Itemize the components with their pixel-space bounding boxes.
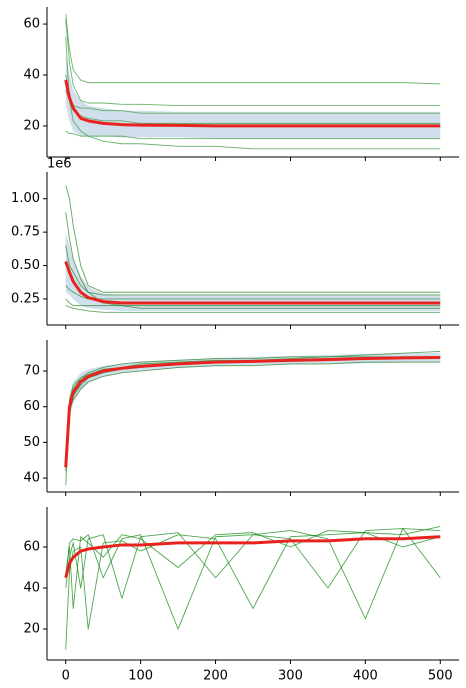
- y-tick-label: 60: [23, 17, 40, 32]
- series-line: [64, 535, 441, 579]
- x-tick-label: 200: [203, 669, 228, 684]
- y-tick-label: 40: [23, 581, 40, 596]
- series-line: [65, 305, 441, 313]
- band: [65, 352, 441, 479]
- series-line: [65, 212, 441, 309]
- y-tick-label: 0.75: [11, 225, 40, 240]
- series-line: [64, 261, 441, 305]
- series-line: [65, 18, 441, 107]
- y-tick-label: 1.00: [11, 191, 40, 206]
- series-line: [65, 528, 441, 630]
- y-tick-label: 20: [23, 622, 40, 637]
- series-line: [65, 526, 441, 609]
- series-line: [65, 245, 441, 296]
- offset-text: 1e6: [47, 157, 72, 172]
- series-line: [65, 130, 441, 140]
- x-tick-label: 100: [128, 669, 153, 684]
- series-line: [65, 185, 441, 293]
- x-tick-label: 400: [353, 669, 378, 684]
- series-line: [65, 285, 441, 300]
- y-tick-label: 60: [23, 539, 40, 554]
- y-tick-label: 50: [23, 435, 40, 450]
- y-tick-label: 0.25: [11, 291, 40, 306]
- y-tick-label: 0.50: [11, 258, 40, 273]
- x-tick-label: 0: [62, 669, 70, 684]
- series-line: [65, 36, 441, 150]
- series-line: [65, 74, 441, 114]
- x-tick-label: 300: [278, 669, 303, 684]
- series-line: [64, 79, 441, 128]
- series-line: [65, 356, 441, 461]
- y-tick-label: 70: [23, 364, 40, 379]
- band: [65, 54, 441, 139]
- series-line: [64, 355, 441, 468]
- series-line: [65, 528, 441, 620]
- x-tick-label: 500: [428, 669, 453, 684]
- y-tick-label: 20: [23, 118, 40, 133]
- y-tick-label: 40: [23, 471, 40, 486]
- series-line: [65, 298, 441, 307]
- series-line: [65, 361, 441, 471]
- y-tick-label: 60: [23, 399, 40, 414]
- series-line: [65, 13, 441, 85]
- y-tick-label: 40: [23, 67, 40, 82]
- series-line: [65, 532, 441, 650]
